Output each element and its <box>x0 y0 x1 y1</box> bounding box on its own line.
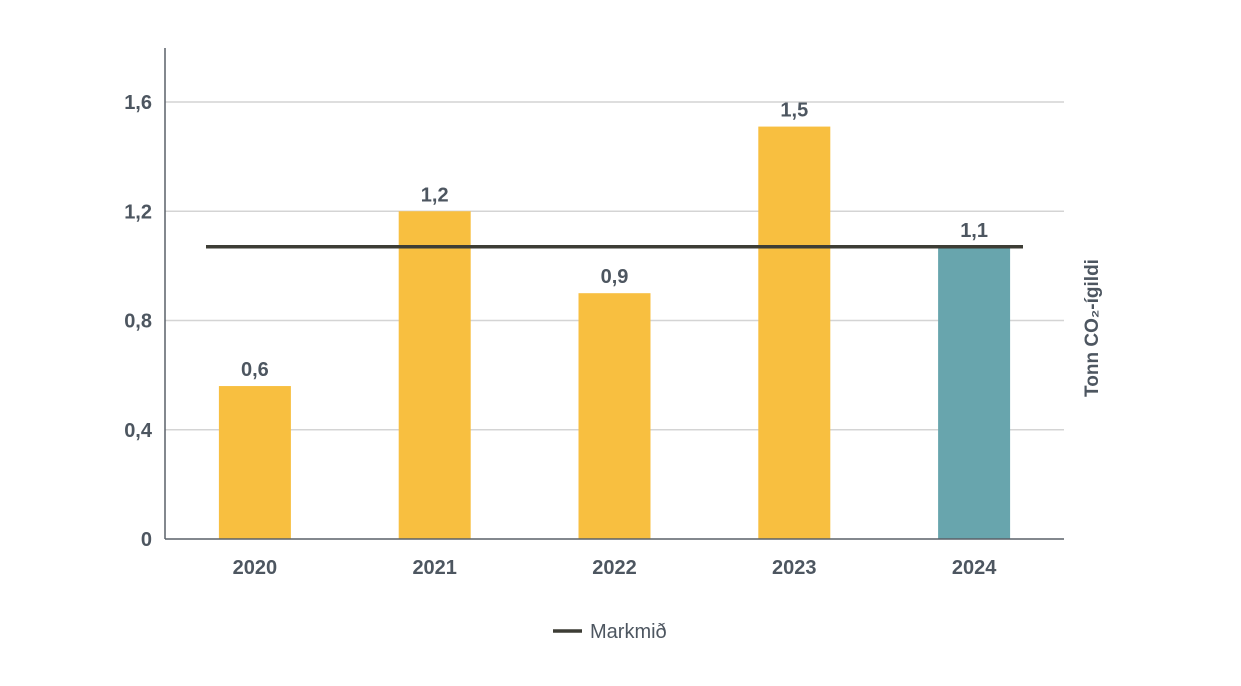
data-label-2020: 0,6 <box>241 359 269 381</box>
y-tick-label: 0 <box>141 529 152 551</box>
x-tick-label: 2023 <box>772 557 817 579</box>
bar-2020 <box>218 386 291 539</box>
x-tick-label: 2024 <box>952 557 997 579</box>
bar-2024 <box>938 246 1011 539</box>
y-tick-label: 1,6 <box>124 92 152 114</box>
x-tick-label: 2020 <box>233 557 278 579</box>
bar-2022 <box>578 293 651 539</box>
x-tick-label: 2021 <box>412 557 457 579</box>
y-tick-label: 0,4 <box>124 420 153 442</box>
data-label-2024: 1,1 <box>960 220 988 242</box>
y-axis-label: Tonn CO₂-ígildi <box>1082 259 1103 397</box>
bar-2023 <box>758 126 831 540</box>
legend-target-label: Markmið <box>590 621 667 643</box>
data-label-2021: 1,2 <box>421 184 449 206</box>
data-label-2023: 1,5 <box>780 100 808 122</box>
data-label-2022: 0,9 <box>601 266 629 288</box>
y-tick-label: 0,8 <box>124 311 152 333</box>
y-tick-label: 1,2 <box>124 201 152 223</box>
x-tick-label: 2022 <box>592 557 637 579</box>
data-labels: 0,6 1,2 0,9 1,5 1,1 <box>241 100 988 381</box>
axes: 0 0,4 0,8 1,2 1,6 2020 2021 2022 2023 2024 <box>124 48 1064 579</box>
bar-2021 <box>398 211 471 539</box>
legend: Markmið <box>553 621 667 643</box>
bars <box>218 126 1011 540</box>
